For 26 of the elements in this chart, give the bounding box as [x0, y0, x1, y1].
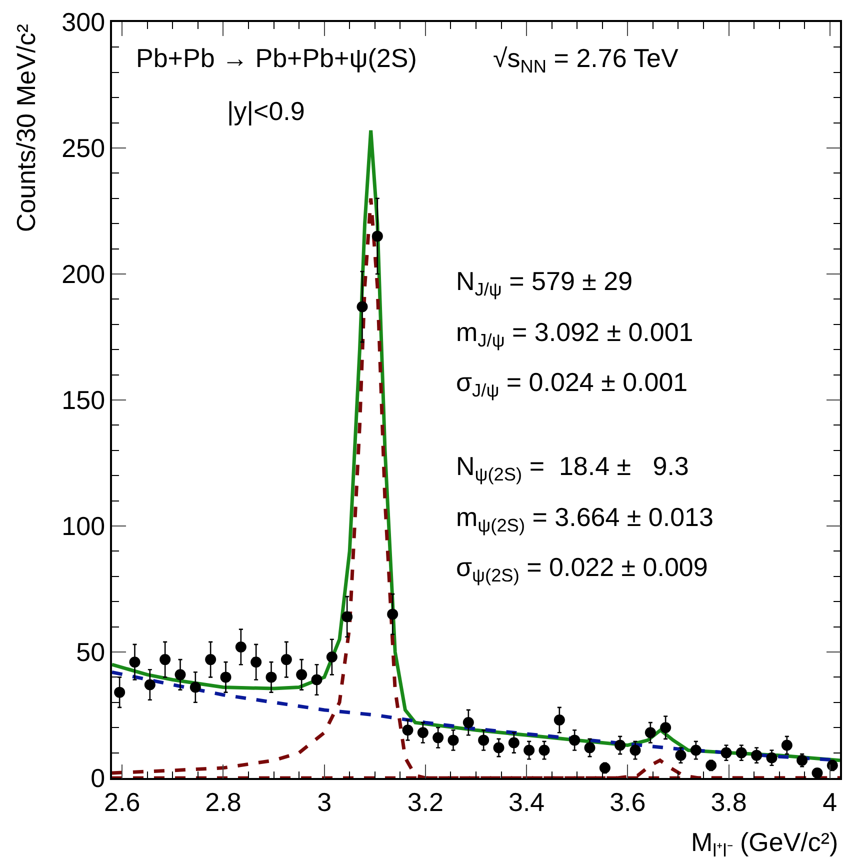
- annotation: σ$_{ψ(2S)}$ = 0.022 ± 0.009: [456, 552, 708, 586]
- x-tick-label: 4: [822, 786, 838, 817]
- x-tick-label: 3: [317, 786, 332, 817]
- annotation: m$_{ψ(2S)}$ = 3.664 ± 0.013: [456, 502, 714, 536]
- annotation: m$_{J/ψ}$ = 3.092 ± 0.001: [456, 317, 694, 350]
- x-tick-label: 3.4: [508, 786, 545, 817]
- x-axis-title: M$_{l⁺l⁻}$ (GeV/c²): [691, 827, 838, 858]
- x-tick-label: 2.6: [104, 786, 140, 817]
- y-tick-label: 0: [90, 763, 106, 794]
- x-tick-label: 2.8: [205, 786, 242, 817]
- x-tick-label: 3.6: [610, 786, 646, 817]
- x-tick-label: 3.2: [407, 786, 444, 817]
- y-tick-label: 200: [62, 259, 106, 290]
- annotation: N$_{ψ(2S)}$ = 18.4 ± 9.3: [456, 451, 689, 484]
- y-tick-label: 300: [62, 7, 106, 38]
- annotation: σ$_{J/ψ}$ = 0.024 ± 0.001: [456, 367, 688, 400]
- annotation: √s$_{NN}$ = 2.76 TeV: [493, 43, 680, 76]
- y-tick-label: 250: [62, 133, 106, 164]
- y-tick-label: 50: [76, 637, 106, 668]
- annotation: N$_{J/ψ}$ = 579 ± 29: [456, 266, 633, 300]
- y-tick-label: 150: [62, 385, 106, 416]
- annotation: |y|<0.9: [227, 96, 305, 126]
- annotation: Pb+Pb → Pb+Pb+ψ(2S): [136, 43, 417, 73]
- x-tick-label: 3.8: [710, 786, 747, 817]
- y-tick-label: 100: [62, 511, 106, 542]
- y-axis-title: Counts/30 MeV/c²: [11, 24, 42, 232]
